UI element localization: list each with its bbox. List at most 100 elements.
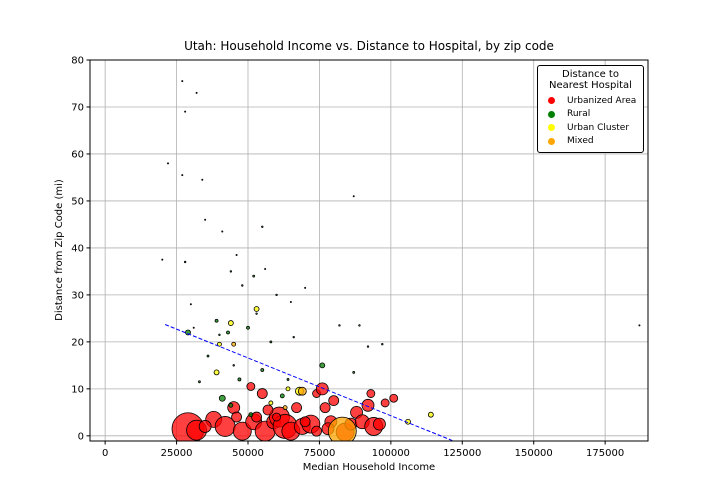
data-point: [352, 371, 356, 374]
y-tick-label: 80: [71, 56, 84, 67]
data-point: [192, 326, 195, 329]
legend-label: Urbanized Area: [567, 95, 637, 106]
data-point: [319, 402, 331, 414]
x-tick-label: 50000: [232, 448, 264, 459]
data-point: [304, 286, 307, 289]
legend-entry: Urbanized Area: [538, 94, 643, 108]
data-point: [361, 398, 375, 412]
data-point: [221, 230, 224, 233]
data-point: [232, 421, 252, 441]
data-point: [231, 341, 237, 347]
data-point: [235, 253, 238, 256]
data-point: [181, 174, 184, 177]
data-point: [166, 162, 169, 165]
data-point: [282, 405, 288, 411]
data-point: [358, 324, 361, 327]
data-point: [181, 80, 184, 83]
data-point: [289, 300, 292, 303]
data-point: [328, 395, 340, 406]
y-tick-label: 30: [71, 290, 84, 301]
data-point: [256, 388, 268, 399]
data-point: [231, 411, 242, 423]
legend-entry: Rural: [538, 108, 643, 122]
data-point: [638, 324, 641, 327]
legend-marker: [548, 97, 555, 105]
legend-marker: [548, 124, 555, 132]
legend-entry: Mixed: [538, 135, 643, 149]
data-point: [272, 412, 281, 422]
x-tick-label: 125000: [443, 448, 481, 459]
data-point: [427, 411, 434, 418]
data-point: [291, 402, 302, 414]
data-point: [229, 270, 233, 273]
y-tick-label: 20: [71, 337, 84, 348]
data-point: [206, 354, 210, 358]
data-point: [252, 274, 256, 278]
data-point: [327, 416, 357, 441]
data-point: [292, 335, 295, 339]
data-point: [262, 404, 274, 416]
data-point: [352, 195, 355, 198]
data-point: [299, 416, 311, 428]
data-point: [161, 258, 164, 261]
data-point: [217, 341, 222, 347]
data-point: [381, 343, 384, 346]
data-point: [311, 425, 322, 437]
data-point: [319, 362, 326, 369]
x-tick-label: 175000: [586, 448, 624, 459]
data-point: [189, 303, 192, 306]
data-point: [268, 400, 274, 406]
x-axis-label: Median Household Income: [303, 462, 435, 473]
data-point: [198, 420, 212, 433]
data-point: [228, 402, 234, 408]
chart-title: Utah: Household Income vs. Distance to H…: [184, 39, 554, 53]
y-tick-label: 50: [71, 196, 84, 207]
legend-label: Mixed: [567, 136, 594, 147]
data-point: [260, 368, 265, 372]
legend-entry: Urban Cluster: [538, 121, 643, 135]
data-point: [218, 333, 221, 337]
x-tick-label: 0: [102, 448, 108, 459]
x-tick-label: 150000: [515, 448, 553, 459]
x-tick-label: 75000: [304, 448, 336, 459]
data-point: [226, 330, 230, 335]
y-axis-label: Distance from Zip Code (mi): [54, 179, 65, 321]
legend-marker: [548, 137, 555, 145]
data-point: [237, 377, 242, 382]
data-point: [246, 325, 250, 330]
data-point: [261, 225, 264, 228]
x-tick-label: 25000: [161, 448, 193, 459]
data-point: [248, 412, 254, 418]
data-point: [251, 411, 262, 423]
data-point: [213, 369, 220, 376]
data-point: [183, 260, 187, 264]
data-point: [285, 386, 291, 392]
data-point: [214, 318, 219, 323]
data-point: [253, 306, 260, 312]
data-point: [232, 364, 235, 367]
data-point: [286, 378, 290, 381]
data-point: [195, 91, 198, 94]
y-tick-label: 0: [78, 431, 84, 442]
data-point: [241, 284, 244, 287]
data-point: [338, 324, 341, 327]
legend: Distance to Nearest Hospital Urbanized A…: [537, 65, 644, 153]
data-point: [264, 268, 267, 271]
data-point: [255, 312, 258, 315]
y-tick-label: 10: [71, 384, 84, 395]
legend-label: Rural: [567, 109, 591, 120]
data-point: [297, 386, 307, 396]
data-point: [269, 340, 273, 344]
y-tick-label: 40: [71, 243, 84, 254]
data-point: [204, 218, 207, 221]
y-tick-label: 60: [71, 149, 84, 160]
data-point: [373, 417, 386, 431]
grid: [90, 59, 648, 441]
legend-marker: [548, 110, 555, 118]
axes-frame: [89, 59, 649, 442]
trend-line: [164, 324, 453, 441]
data-point: [184, 110, 187, 113]
x-tick-label: 100000: [372, 448, 410, 459]
